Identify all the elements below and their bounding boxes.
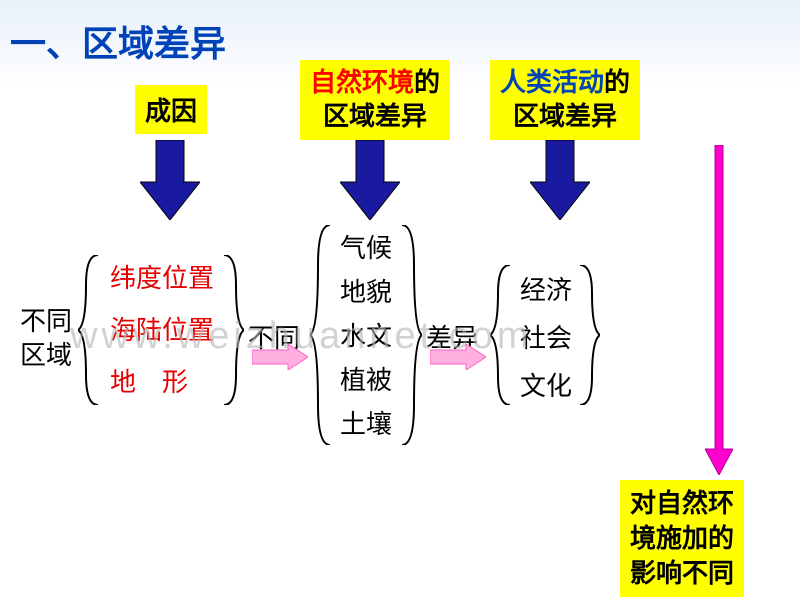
nature-item-4: 土壤 <box>340 404 392 441</box>
left-label-l1: 不同 <box>20 306 72 336</box>
header-human-prefix: 人类活动 <box>500 67 604 97</box>
nature-item-3: 植被 <box>340 360 392 397</box>
left-label: 不同 区域 <box>20 305 72 373</box>
down-arrow-result <box>705 145 733 475</box>
header-human-line2: 区域差异 <box>513 101 617 131</box>
header-nature-suffix: 的 <box>414 67 440 97</box>
header-cause: 成因 <box>135 85 207 134</box>
human-item-1: 社会 <box>520 318 572 355</box>
nature-item-2: 水文 <box>340 316 392 353</box>
left-label-l2: 区域 <box>20 340 72 370</box>
human-item-0: 经济 <box>520 270 572 307</box>
brace-nature-open <box>310 225 334 445</box>
nature-item-1: 地貌 <box>340 272 392 309</box>
brace-human-open <box>490 265 514 405</box>
cause-item-1: 海陆位置 <box>110 310 214 347</box>
brace-left-close <box>220 255 244 405</box>
cause-item-0: 纬度位置 <box>110 258 214 295</box>
header-nature: 自然环境的 区域差异 <box>300 60 450 140</box>
page-title: 一、区域差异 <box>10 15 226 67</box>
brace-human-close <box>576 265 600 405</box>
result-l3: 影响不同 <box>630 558 734 588</box>
result-box: 对自然环 境施加的 影响不同 <box>620 480 744 597</box>
result-l1: 对自然环 <box>630 488 734 518</box>
header-nature-prefix: 自然环境 <box>310 67 414 97</box>
header-human-suffix: 的 <box>604 67 630 97</box>
result-l2: 境施加的 <box>630 523 734 553</box>
cause-item-2: 地 形 <box>110 362 188 399</box>
down-arrow-human <box>530 140 590 220</box>
pink-arrow-1 <box>252 344 308 370</box>
brace-nature-close <box>398 225 422 445</box>
down-arrow-cause <box>140 140 200 220</box>
header-nature-line2: 区域差异 <box>323 101 427 131</box>
human-item-2: 文化 <box>520 366 572 403</box>
pink-arrow-2 <box>430 344 486 370</box>
down-arrow-nature <box>340 140 400 220</box>
brace-left <box>78 255 102 405</box>
header-human: 人类活动的 区域差异 <box>490 60 640 140</box>
nature-item-0: 气候 <box>340 228 392 265</box>
